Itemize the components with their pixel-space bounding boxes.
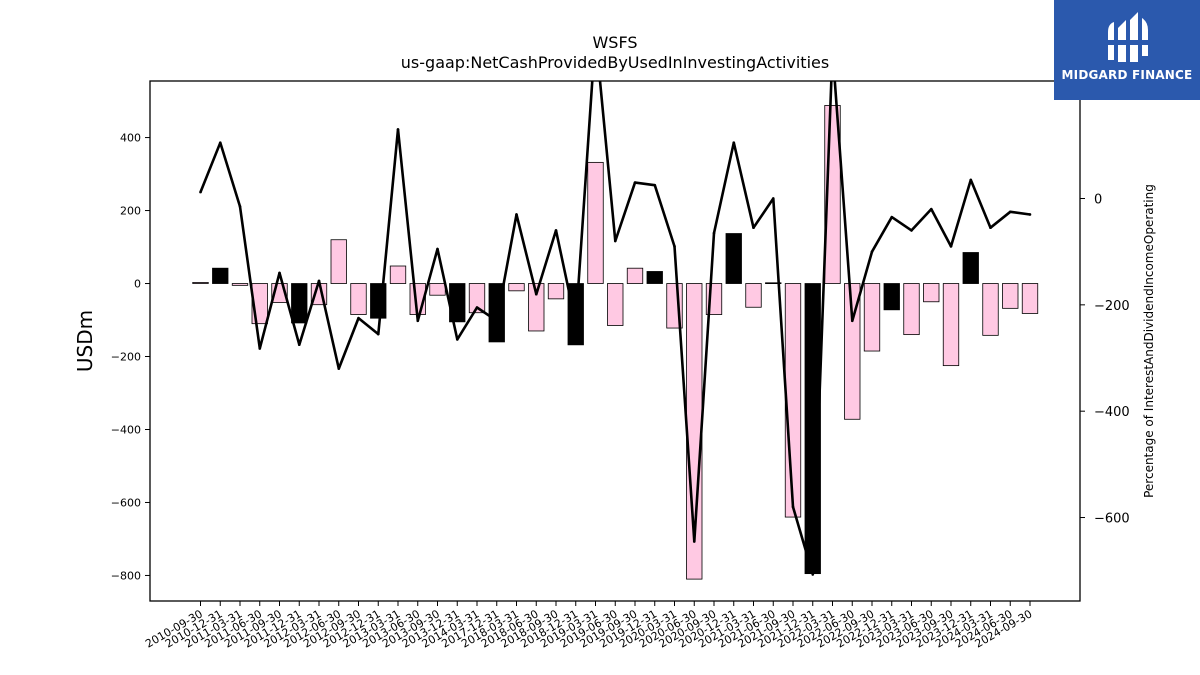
- y2-axis-label: Percentage of InterestAndDividendIncomeO…: [1142, 184, 1156, 498]
- line-point-2021-09-30: [791, 505, 795, 509]
- bar-2020-12-31: [725, 233, 742, 284]
- bar-2021-03-31: [745, 283, 762, 308]
- bar-2023-06-30: [923, 283, 940, 303]
- line-point-2018-09-30: [554, 229, 558, 232]
- bar-2024-03-31: [982, 283, 999, 336]
- x-axis: 2010-09-302010-12-312011-03-312011-06-30…: [143, 601, 1035, 651]
- line-point-2013-03-31: [396, 128, 400, 131]
- line-point-2020-09-30: [712, 231, 716, 235]
- bar-2019-06-30: [607, 283, 624, 326]
- bar-2019-09-30: [626, 267, 644, 284]
- bar-2010-12-31: [212, 267, 229, 284]
- line-point-2020-12-31: [732, 141, 736, 144]
- line-point-2013-06-30: [416, 319, 420, 323]
- line-point-2023-03-31: [910, 229, 913, 232]
- line-point-2014-03-31: [475, 306, 479, 309]
- bar-series: [192, 105, 1039, 580]
- line-point-2021-03-31: [752, 226, 755, 230]
- bar-2012-06-30: [330, 239, 347, 284]
- line-point-2023-12-31: [969, 178, 973, 182]
- line-point-2023-09-30: [949, 245, 953, 248]
- logo-text: MIDGARD FINANCE: [1061, 68, 1193, 82]
- line-point-2020-03-31: [673, 245, 676, 248]
- line-series: [199, 48, 1032, 576]
- bar-2023-09-30: [942, 283, 960, 367]
- y-tick-label: 0: [134, 278, 141, 291]
- y2-tick-label: −400: [1094, 405, 1130, 420]
- line-point-2022-09-30: [870, 250, 874, 253]
- bar-2022-06-30: [844, 283, 861, 420]
- line-point-2012-03-31: [317, 279, 321, 283]
- line-point-2012-09-30: [357, 316, 360, 320]
- bar-2023-12-31: [962, 252, 979, 284]
- line-point-2020-06-30: [692, 540, 696, 543]
- bar-2021-09-30: [784, 283, 802, 518]
- y-tick-label: 400: [120, 132, 141, 145]
- line-point-2011-06-30: [258, 347, 262, 350]
- bar-2018-03-31: [508, 283, 525, 292]
- bar-2011-03-31: [231, 283, 249, 286]
- line-point-2019-06-30: [613, 239, 617, 243]
- line-point-2013-09-30: [436, 247, 439, 251]
- bar-2018-06-30: [528, 283, 545, 332]
- bar-2019-03-31: [587, 161, 604, 284]
- line-point-2010-09-30: [199, 190, 202, 194]
- y2-tick-label: −200: [1094, 299, 1130, 314]
- bar-2014-03-31: [468, 283, 486, 314]
- line-point-2022-03-31: [831, 48, 834, 51]
- y-tick-label: −400: [111, 423, 141, 436]
- bar-2011-12-31: [291, 283, 308, 324]
- bar-2010-09-30: [192, 282, 209, 284]
- y-tick-label: −200: [111, 351, 141, 364]
- y-tick-label: 200: [120, 205, 141, 218]
- y-tick-label: −800: [111, 569, 141, 582]
- line-point-2022-06-30: [850, 319, 854, 323]
- line-point-2011-09-30: [278, 271, 281, 275]
- line-point-2010-12-31: [218, 141, 222, 144]
- bar-2018-09-30: [547, 283, 565, 300]
- line-point-2022-12-31: [890, 215, 894, 219]
- line-point-2021-06-30: [771, 197, 775, 200]
- bar-2024-06-30: [1002, 283, 1019, 309]
- chart-title: WSFS: [592, 33, 637, 52]
- line-point-2018-06-30: [534, 292, 538, 296]
- logo-mark-icon: [1108, 12, 1148, 62]
- line-point-2017-12-31: [495, 319, 499, 323]
- bar-2021-06-30: [765, 282, 782, 284]
- line-point-2024-03-31: [989, 226, 992, 230]
- y2-tick-label: 0: [1094, 193, 1102, 208]
- bar-2013-09-30: [429, 283, 446, 296]
- bar-2019-12-31: [646, 271, 663, 284]
- plot-frame: [149, 80, 1081, 602]
- bar-2022-09-30: [863, 283, 881, 352]
- y2-tick-label: −600: [1094, 512, 1130, 527]
- line-point-2011-12-31: [297, 343, 301, 347]
- line-point-2024-09-30: [1028, 213, 1032, 216]
- line-point-2023-06-30: [929, 207, 933, 211]
- line-point-2018-03-31: [515, 213, 518, 216]
- line-point-2019-12-31: [653, 183, 657, 187]
- left-y-axis: −800 −600 −400 −200 0 200 400: [111, 132, 150, 582]
- bar-2013-03-31: [389, 265, 407, 284]
- line-point-2013-12-31: [455, 338, 459, 341]
- line-point-2018-12-31: [574, 322, 578, 325]
- bar-2023-03-31: [903, 283, 920, 336]
- line-point-2012-12-31: [376, 332, 380, 336]
- line-point-2012-06-30: [337, 367, 341, 370]
- line-point-2019-09-30: [633, 181, 637, 184]
- y-axis-label: USDm: [73, 310, 97, 372]
- bar-2012-09-30: [350, 283, 367, 315]
- midgard-finance-logo: MIDGARD FINANCE: [1054, 0, 1200, 100]
- line-point-2021-12-31: [811, 573, 815, 576]
- chart-subtitle: us-gaap:NetCashProvidedByUsedInInvesting…: [401, 53, 829, 72]
- bar-2024-09-30: [1021, 283, 1039, 314]
- line-point-2011-03-31: [238, 205, 242, 208]
- bar-2022-12-31: [883, 283, 900, 311]
- y-tick-label: −600: [111, 496, 141, 509]
- line-point-2024-06-30: [1008, 210, 1012, 214]
